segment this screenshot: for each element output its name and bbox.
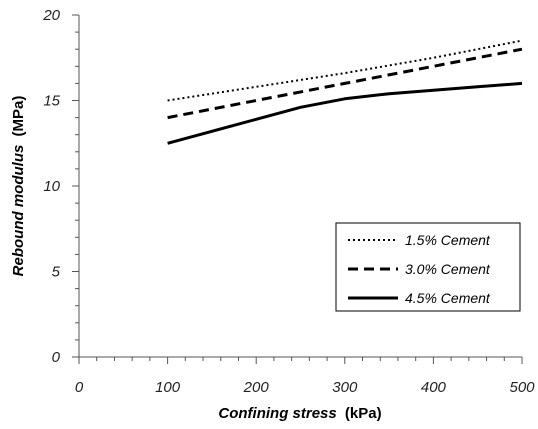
x-axis-ticks: 0 100 200 300 400 500: [75, 357, 535, 396]
series-line-1: [167, 39, 523, 102]
series-line-2: [167, 47, 523, 120]
x-tick-label: 200: [243, 379, 270, 396]
x-tick-label: 0: [75, 379, 84, 396]
x-axis-title-unit: (kPa): [345, 405, 382, 422]
x-tick-label: 400: [421, 379, 447, 396]
x-tick-label: 300: [332, 379, 358, 396]
series-line-3: [167, 81, 523, 145]
legend-label-2: 3.0% Cement: [405, 261, 491, 277]
x-tick-label: 500: [509, 379, 535, 396]
y-tick-label: 10: [43, 178, 60, 195]
y-axis-ticks: 0 5 10 15 20: [42, 7, 79, 366]
x-axis-title: Confining stress (kPa): [218, 405, 381, 422]
series-layer: [167, 39, 523, 145]
legend: 1.5% Cement 3.0% Cement 4.5% Cement: [335, 222, 521, 312]
y-axis-title-main: Rebound modulus: [10, 145, 27, 277]
y-axis-title-unit: (MPa): [10, 96, 27, 137]
x-tick-label: 100: [155, 379, 181, 396]
legend-label-1: 1.5% Cement: [405, 232, 491, 248]
legend-label-3: 4.5% Cement: [405, 290, 491, 306]
y-tick-label: 15: [43, 93, 60, 110]
y-axis-title: Rebound modulus (MPa): [10, 96, 27, 277]
y-tick-label: 0: [52, 349, 61, 366]
x-axis-title-main: Confining stress: [218, 405, 336, 422]
y-tick-label: 5: [52, 264, 61, 281]
y-tick-label: 20: [42, 7, 60, 24]
legend-box: [335, 222, 521, 312]
